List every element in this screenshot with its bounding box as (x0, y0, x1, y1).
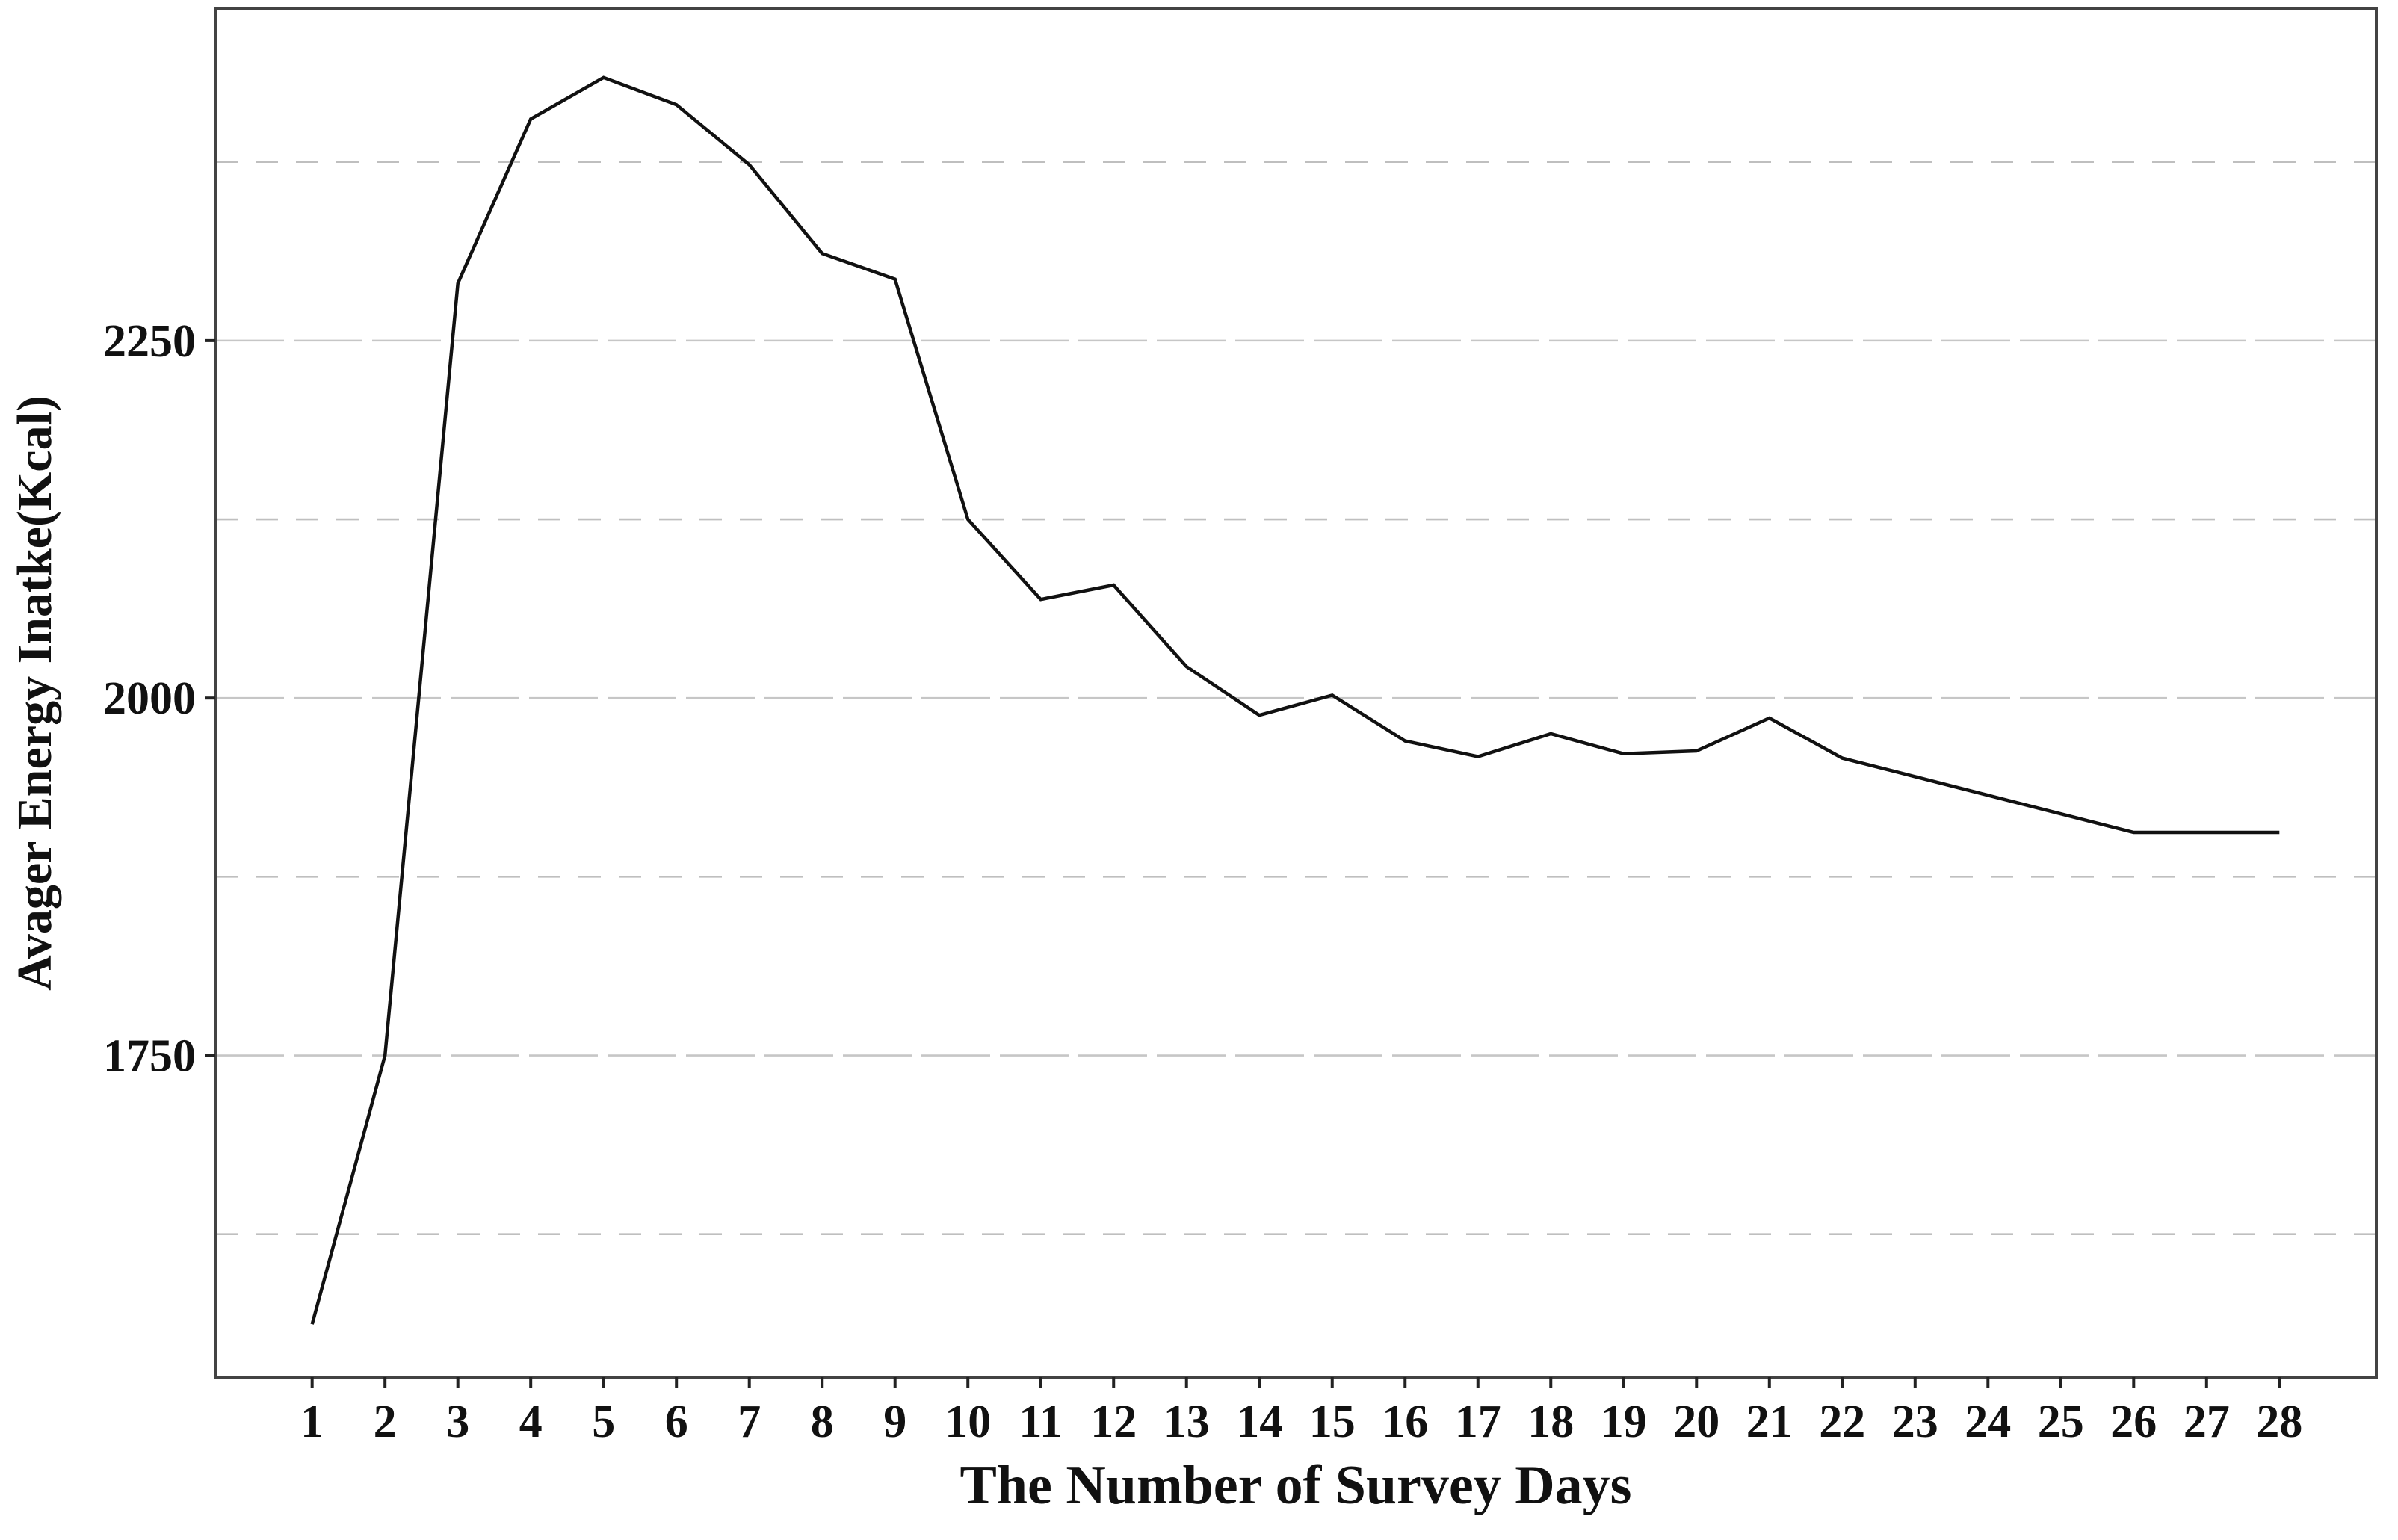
major-gridlines (215, 339, 2376, 1057)
x-tick-label: 9 (883, 1397, 906, 1447)
x-tick-label: 19 (1601, 1397, 1647, 1447)
x-tick-label: 22 (1819, 1397, 1865, 1447)
x-tick-label: 5 (592, 1397, 615, 1447)
x-tick-label: 2 (374, 1397, 397, 1447)
x-tick-label: 17 (1455, 1397, 1501, 1447)
plot-border (214, 7, 2378, 1379)
y-ticks (205, 338, 215, 1057)
x-tick-label: 15 (1309, 1397, 1356, 1447)
x-ticks (310, 1377, 2281, 1388)
x-axis-title: The Number of Survey Days (960, 1455, 1632, 1516)
x-tick-label: 3 (446, 1397, 469, 1447)
x-tick-label: 20 (1673, 1397, 1719, 1447)
y-tick-labels: 1750 2000 2250 (103, 316, 196, 1082)
y-tick-label: 1750 (103, 1031, 196, 1082)
x-tick-label: 4 (519, 1397, 543, 1447)
data-series (310, 75, 2280, 1325)
x-tick-label: 14 (1236, 1397, 1282, 1447)
axes-spines (214, 7, 2378, 1379)
x-tick-label: 26 (2110, 1397, 2157, 1447)
x-tick-label: 27 (2184, 1397, 2230, 1447)
y-tick-label: 2250 (103, 316, 196, 367)
x-tick-label: 11 (1019, 1397, 1063, 1447)
x-tick-label: 8 (811, 1397, 834, 1447)
x-tick-label: 7 (738, 1397, 761, 1447)
y-axis-title: Avager Energy Inatke(Kcal) (7, 395, 62, 991)
data-line (310, 75, 2280, 1325)
x-tick-label: 24 (1965, 1397, 2011, 1447)
x-tick-label: 16 (1382, 1397, 1428, 1447)
x-tick-label: 28 (2256, 1397, 2302, 1447)
x-tick-label: 18 (1527, 1397, 1574, 1447)
x-tick-label: 21 (1746, 1397, 1793, 1447)
x-tick-label: 25 (2038, 1397, 2084, 1447)
x-tick-label: 10 (945, 1397, 991, 1447)
y-tick-label: 2000 (103, 673, 196, 724)
x-tick-label: 13 (1164, 1397, 1210, 1447)
x-tick-labels: 1 2 3 4 5 6 7 8 9 10 11 12 13 14 15 16 17 18 19 20 21 22 23 24 2… (300, 1397, 2302, 1447)
x-tick-label: 12 (1090, 1397, 1137, 1447)
x-tick-label: 6 (665, 1397, 688, 1447)
x-tick-label: 23 (1892, 1397, 1938, 1447)
x-tick-label: 1 (300, 1397, 324, 1447)
